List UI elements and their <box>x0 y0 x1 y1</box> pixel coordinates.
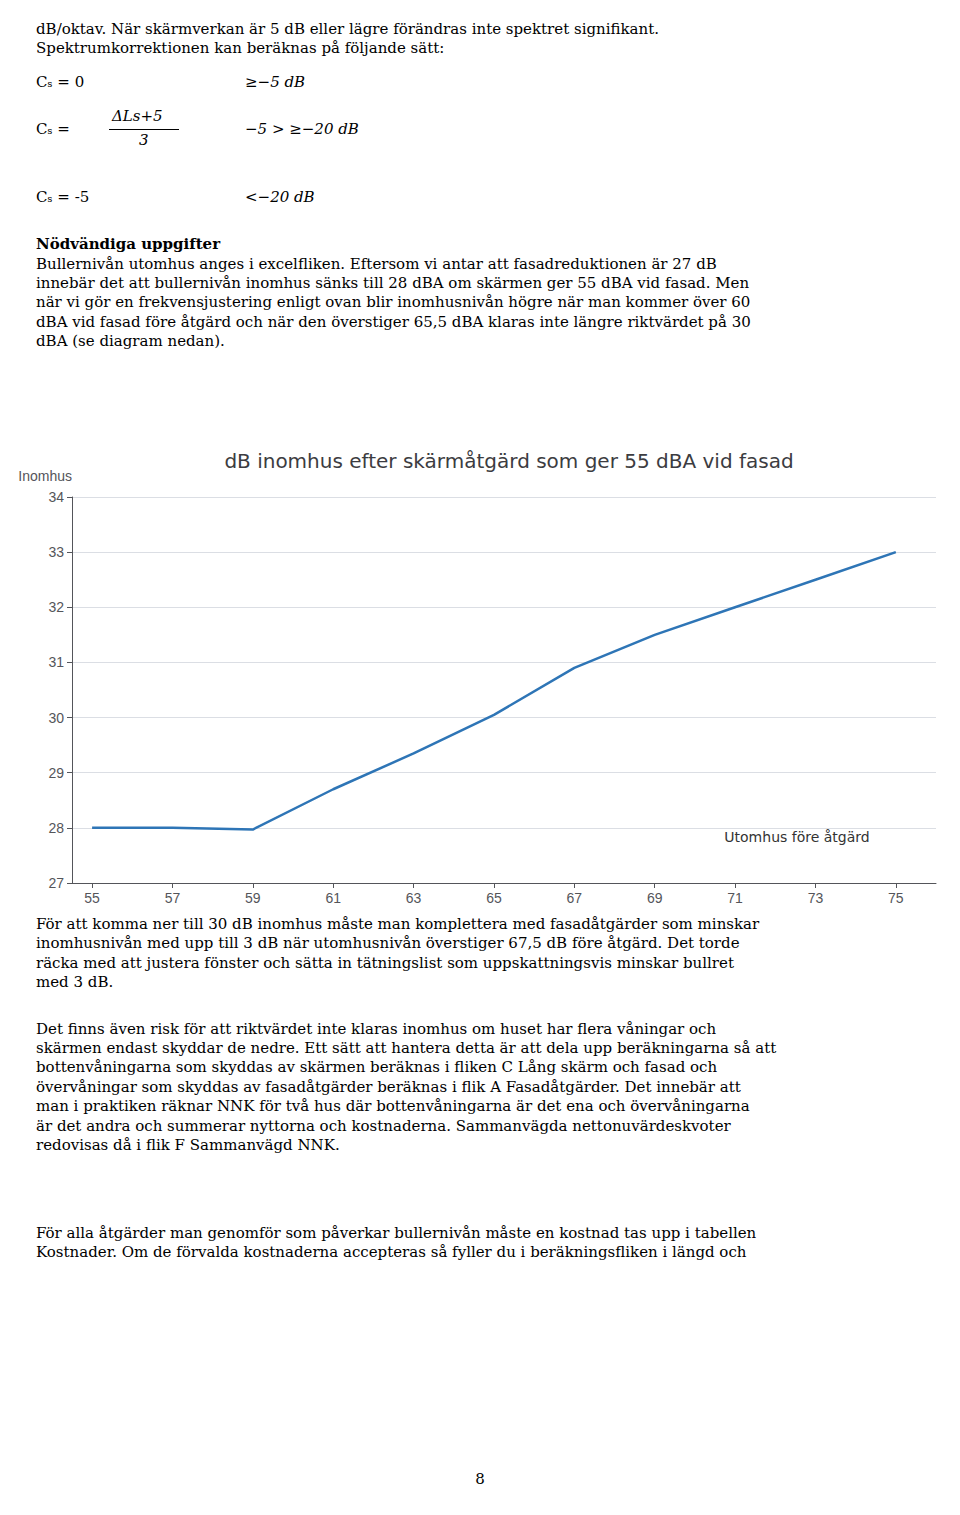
svg-text:27: 27 <box>48 875 64 891</box>
html-text:övervåningar som skyddas av fa: övervåningar som skyddas av fasadåtgärde… <box>36 1077 741 1096</box>
html-text:man i praktiken räknar NNK för: man i praktiken räknar NNK för två hus d… <box>36 1097 750 1116</box>
html-text:dB/oktav. När skärmverkan är 5: dB/oktav. När skärmverkan är 5 dB eller … <box>36 20 659 38</box>
svg-text:75: 75 <box>888 890 904 906</box>
svg-text:29: 29 <box>48 765 64 781</box>
svg-text:32: 32 <box>48 599 64 615</box>
html-text:<−20 ​dB: <−20 ​dB <box>245 188 315 206</box>
html-text:Cₛ = 0: Cₛ = 0 <box>36 73 85 91</box>
html-text:3: 3 <box>139 131 149 149</box>
html-text:skärmen endast skyddar de nedr: skärmen endast skyddar de nedre. Ett sät… <box>36 1039 777 1057</box>
svg-text:dB inomhus efter skärmåtgärd s: dB inomhus efter skärmåtgärd som ger 55 … <box>224 449 793 473</box>
html-text:Nödvändiga uppgifter: Nödvändiga uppgifter <box>36 235 221 253</box>
svg-text:34: 34 <box>48 489 64 505</box>
html-text:8: 8 <box>475 1470 485 1488</box>
html-text:inomhusnivån med upp till 3 dB: inomhusnivån med upp till 3 dB när utomh… <box>36 934 740 953</box>
html-text:För alla åtgärder man genomför: För alla åtgärder man genomför som påver… <box>36 1224 757 1242</box>
svg-text:28: 28 <box>48 820 64 836</box>
svg-text:57: 57 <box>165 890 181 906</box>
svg-text:61: 61 <box>325 890 341 906</box>
svg-text:63: 63 <box>406 890 422 906</box>
svg-text:67: 67 <box>567 890 583 906</box>
html-text:Spektrumkorrektionen kan beräk: Spektrumkorrektionen kan beräknas på föl… <box>36 39 445 58</box>
svg-text:55: 55 <box>84 890 100 906</box>
html-text:när vi gör en frekvensjusterin: när vi gör en frekvensjustering enligt o… <box>36 293 751 312</box>
svg-text:33: 33 <box>48 544 64 560</box>
html-text:innebär det att bullernivån in: innebär det att bullernivån inomhus sänk… <box>36 273 750 292</box>
svg-text:73: 73 <box>808 890 824 906</box>
svg-text:31: 31 <box>48 654 64 670</box>
svg-text:30: 30 <box>48 710 64 726</box>
html-text:redovisas då i flik F Sammanvä: redovisas då i flik F Sammanvägd NNK. <box>36 1136 340 1154</box>
svg-text:Utomhus före åtgärd: Utomhus före åtgärd <box>724 829 869 845</box>
html-text:Cₛ = -5: Cₛ = -5 <box>36 188 90 206</box>
svg-text:69: 69 <box>647 890 663 906</box>
html-text:Bullernivån utomhus anges i ex: Bullernivån utomhus anges i excelfliken.… <box>36 254 717 273</box>
html-text:Det finns även risk för att ri: Det finns även risk för att riktvärdet i… <box>36 1019 717 1038</box>
html-text:≥−5 ​dB: ≥−5 ​dB <box>245 73 306 91</box>
html-text:bottenvåningarna som skyddas a: bottenvåningarna som skyddas av skärmen … <box>36 1058 718 1077</box>
svg-text:65: 65 <box>486 890 502 906</box>
svg-text:59: 59 <box>245 890 261 906</box>
html-text:−5 > ≥−20 ​dB: −5 > ≥−20 ​dB <box>245 120 359 138</box>
html-text:är det andra och summerar nytt: är det andra och summerar nyttorna och k… <box>36 1116 731 1135</box>
html-text:med 3 dB.: med 3 dB. <box>36 973 114 992</box>
html-text:Kostnader. Om de förvalda kost: Kostnader. Om de förvalda kostnaderna ac… <box>36 1243 747 1262</box>
html-text:dBA (se diagram nedan).: dBA (se diagram nedan). <box>36 332 225 351</box>
svg-text:Inomhus: Inomhus <box>18 468 72 484</box>
html-text:Δ​Ls+5: Δ​Ls+5 <box>112 107 163 125</box>
html-text:dBA vid fasad före åtgärd och: dBA vid fasad före åtgärd och när den öv… <box>36 312 751 331</box>
html-text:För att komma ner till 30 dB i: För att komma ner till 30 dB inomhus mås… <box>36 915 760 933</box>
svg-text:71: 71 <box>727 890 743 906</box>
html-text:Cₛ =: Cₛ = <box>36 120 70 138</box>
html-text:räcka med att justera fönster: räcka med att justera fönster och sätta … <box>36 953 734 972</box>
